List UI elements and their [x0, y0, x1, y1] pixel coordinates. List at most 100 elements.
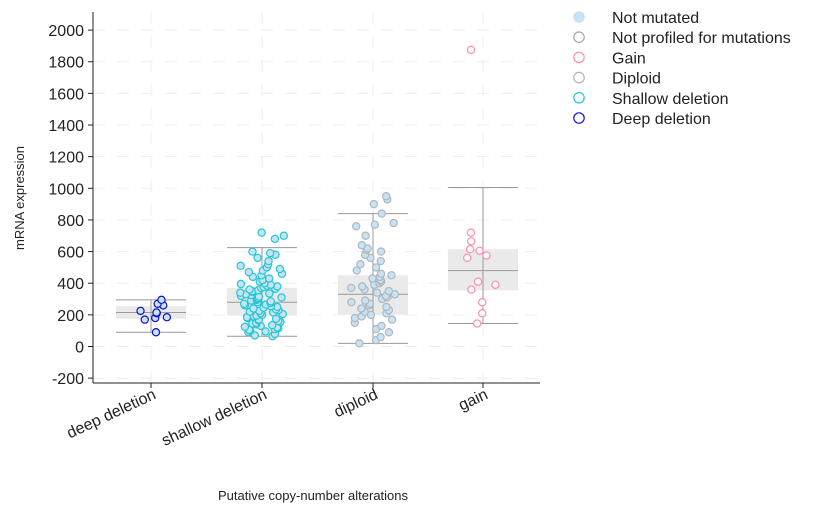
data-point: [162, 313, 172, 322]
data-point: [152, 308, 161, 317]
data-point: [377, 209, 387, 218]
y-tick-label: 1800: [48, 55, 84, 72]
data-point: [465, 245, 475, 254]
data-point: [389, 218, 398, 228]
data-point: [371, 263, 381, 272]
data-point: [261, 327, 270, 336]
data-point: [236, 261, 245, 271]
data-point: [275, 264, 285, 274]
data-point: [360, 296, 370, 305]
y-tick-label: 1600: [48, 86, 84, 103]
data-point: [387, 315, 397, 324]
y-tick-label: 200: [57, 308, 84, 325]
data-point: [352, 266, 361, 275]
data-point: [478, 298, 487, 307]
data-point: [244, 267, 254, 277]
data-point: [382, 302, 391, 312]
data-points: [136, 45, 500, 348]
data-point: [361, 231, 370, 240]
data-point: [473, 277, 483, 286]
data-point: [157, 295, 166, 305]
data-point: [266, 297, 275, 306]
data-point: [376, 332, 385, 342]
y-tick-label: 2000: [48, 23, 84, 40]
data-point: [253, 253, 262, 263]
data-point: [249, 304, 258, 313]
data-point: [357, 241, 367, 250]
data-point: [347, 298, 356, 307]
legend-label: Shallow deletion: [612, 91, 729, 108]
grid: [93, 12, 540, 383]
legend-label: Not mutated: [612, 10, 699, 27]
data-point: [384, 328, 394, 337]
data-point: [376, 247, 386, 256]
data-point: [265, 289, 274, 298]
y-tick-label: -200: [52, 371, 84, 388]
x-tick-label: deep deletion: [64, 386, 158, 442]
data-point: [352, 222, 361, 231]
y-ticks: -200 0 200 400 600 800 1000 1200 1400 1600 1800 200…: [48, 23, 93, 388]
y-axis-title: mRNA expression: [12, 146, 27, 250]
data-point: [140, 315, 149, 324]
y-tick-label: 800: [57, 213, 84, 230]
legend-label: Not profiled for mutations: [612, 30, 791, 47]
data-point: [466, 237, 476, 246]
legend-marker: [573, 51, 585, 64]
data-point: [240, 322, 250, 331]
data-point: [270, 234, 280, 244]
data-point: [277, 293, 286, 302]
data-point: [245, 285, 254, 294]
legend-label: Diploid: [612, 71, 661, 88]
data-point: [482, 251, 491, 260]
data-point: [377, 321, 386, 331]
x-tick-label: diploid: [332, 386, 381, 421]
x-tick-label: shallow deletion: [159, 386, 269, 450]
legend-label: Deep deletion: [612, 111, 711, 128]
data-point: [376, 269, 386, 278]
data-point: [347, 283, 356, 293]
legend-label: Gain: [612, 50, 646, 67]
data-point: [356, 260, 365, 269]
data-point: [236, 288, 245, 297]
data-point: [466, 228, 476, 237]
y-tick-label: 1200: [48, 150, 84, 167]
legend-marker: [573, 112, 585, 124]
data-point: [136, 306, 145, 316]
y-tick-label: 1400: [48, 118, 84, 135]
boxes: [116, 187, 518, 344]
data-point: [491, 280, 500, 290]
data-point: [478, 309, 487, 318]
data-point: [264, 256, 273, 266]
data-point: [382, 192, 391, 201]
legend-marker: [573, 31, 585, 43]
data-point: [463, 253, 472, 263]
y-tick-label: 1000: [48, 181, 84, 198]
y-tick-label: 0: [75, 340, 84, 357]
data-point: [239, 299, 249, 308]
legend-marker: [573, 92, 585, 104]
data-point: [279, 231, 288, 240]
data-point: [257, 228, 266, 237]
data-point: [350, 313, 360, 323]
data-point: [387, 271, 396, 280]
data-point: [376, 256, 385, 266]
data-point: [355, 339, 364, 348]
data-point: [265, 274, 274, 283]
axes: [92, 12, 540, 384]
y-tick-label: 600: [57, 245, 84, 262]
legend-marker: [573, 71, 585, 84]
data-point: [236, 279, 246, 289]
data-point: [248, 247, 257, 256]
data-point: [467, 285, 476, 294]
data-point: [372, 288, 382, 297]
data-point: [267, 320, 277, 330]
data-point: [473, 319, 482, 328]
data-point: [368, 274, 377, 283]
data-point: [370, 220, 380, 229]
x-ticks: deep deletion shallow deletion diploid gain: [64, 383, 491, 450]
data-point: [357, 282, 367, 291]
data-point: [475, 246, 484, 255]
data-point: [466, 45, 476, 55]
data-point: [151, 328, 161, 337]
